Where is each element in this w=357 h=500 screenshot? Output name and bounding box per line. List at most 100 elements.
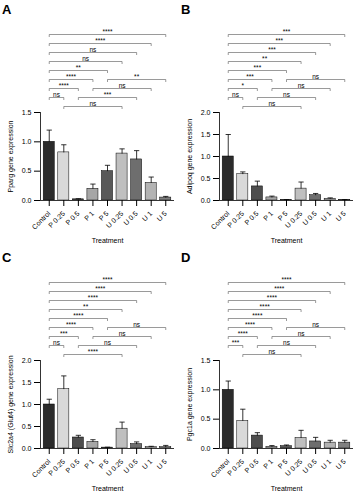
svg-text:1.0: 1.0 <box>201 386 211 393</box>
svg-text:P 0.5: P 0.5 <box>243 458 259 474</box>
svg-text:ns: ns <box>268 100 276 107</box>
svg-text:Control: Control <box>31 209 52 230</box>
svg-text:1.0: 1.0 <box>22 138 32 145</box>
svg-text:U 0.5: U 0.5 <box>301 458 318 475</box>
svg-text:****: **** <box>238 330 249 337</box>
svg-text:****: **** <box>95 37 106 44</box>
svg-text:ns: ns <box>298 82 306 89</box>
svg-text:ns: ns <box>119 82 127 89</box>
svg-text:P 0.5: P 0.5 <box>64 210 80 226</box>
svg-text:****: **** <box>281 276 292 283</box>
svg-text:U 1: U 1 <box>141 210 154 223</box>
svg-text:U 0.25: U 0.25 <box>284 210 304 230</box>
svg-text:ns: ns <box>268 348 276 355</box>
svg-text:U 1: U 1 <box>320 458 333 471</box>
svg-text:ns: ns <box>298 330 306 337</box>
svg-text:*: * <box>242 82 245 89</box>
svg-text:ns: ns <box>82 55 90 62</box>
svg-text:ns: ns <box>104 339 112 346</box>
svg-text:Control: Control <box>210 209 231 230</box>
svg-text:ns: ns <box>53 339 61 346</box>
svg-text:1.0: 1.0 <box>201 153 211 160</box>
svg-text:0.5: 0.5 <box>22 423 32 430</box>
svg-text:ns: ns <box>89 100 97 107</box>
svg-text:***: *** <box>104 91 112 98</box>
svg-text:***: *** <box>275 37 283 44</box>
svg-text:ns: ns <box>53 91 61 98</box>
svg-text:P 1: P 1 <box>262 458 274 470</box>
svg-text:***: *** <box>232 339 240 346</box>
svg-text:P 1: P 1 <box>262 210 274 222</box>
svg-text:P 1: P 1 <box>83 458 95 470</box>
svg-text:1.5: 1.5 <box>22 379 32 386</box>
svg-text:U 5: U 5 <box>334 210 347 223</box>
svg-text:ns: ns <box>312 73 320 80</box>
svg-text:Treatment: Treatment <box>92 485 124 492</box>
svg-text:**: ** <box>76 64 82 71</box>
svg-text:0.0: 0.0 <box>201 197 211 204</box>
svg-text:Adipoq gene expression: Adipoq gene expression <box>186 119 194 194</box>
svg-text:U 0.5: U 0.5 <box>122 210 139 227</box>
svg-text:0.0: 0.0 <box>22 445 32 452</box>
svg-text:P 0.25: P 0.25 <box>226 458 245 477</box>
svg-text:****: **** <box>267 294 278 301</box>
svg-text:Control: Control <box>31 457 52 478</box>
svg-text:Pgc1a gene expression: Pgc1a gene expression <box>186 368 194 441</box>
svg-text:**: ** <box>134 73 140 80</box>
svg-text:****: **** <box>59 82 70 89</box>
svg-text:Treatment: Treatment <box>271 485 303 492</box>
svg-text:P 0.25: P 0.25 <box>226 210 245 229</box>
svg-text:U 0.25: U 0.25 <box>105 458 125 478</box>
svg-text:****: **** <box>274 285 285 292</box>
svg-text:**: ** <box>262 55 268 62</box>
svg-text:****: **** <box>252 312 263 319</box>
svg-text:Control: Control <box>210 457 231 478</box>
svg-text:1.0: 1.0 <box>22 401 32 408</box>
svg-text:U 0.25: U 0.25 <box>284 458 304 478</box>
svg-text:U 0.25: U 0.25 <box>105 210 125 230</box>
svg-text:2.0: 2.0 <box>201 109 211 116</box>
svg-text:1.5: 1.5 <box>201 131 211 138</box>
svg-text:***: *** <box>283 28 291 35</box>
svg-text:****: **** <box>102 28 113 35</box>
svg-text:***: *** <box>254 64 262 71</box>
svg-text:****: **** <box>73 312 84 319</box>
svg-text:ns: ns <box>232 91 240 98</box>
svg-text:0.0: 0.0 <box>201 445 211 452</box>
svg-text:****: **** <box>66 73 77 80</box>
svg-text:**: ** <box>83 303 89 310</box>
svg-text:Slc2a4 (Glut4) gene expression: Slc2a4 (Glut4) gene expression <box>7 355 15 453</box>
svg-text:ns: ns <box>133 321 141 328</box>
svg-text:****: **** <box>66 321 77 328</box>
svg-text:P 0.25: P 0.25 <box>47 458 66 477</box>
svg-text:U 0.5: U 0.5 <box>301 210 318 227</box>
svg-text:****: **** <box>260 303 271 310</box>
svg-text:***: *** <box>246 73 254 80</box>
svg-text:2.0: 2.0 <box>22 357 32 364</box>
svg-text:****: **** <box>245 321 256 328</box>
svg-text:***: *** <box>268 46 276 53</box>
svg-text:0.5: 0.5 <box>201 415 211 422</box>
svg-text:1.5: 1.5 <box>22 109 32 116</box>
svg-text:ns: ns <box>119 330 127 337</box>
svg-text:0.0: 0.0 <box>22 197 32 204</box>
svg-text:****: **** <box>95 285 106 292</box>
svg-text:ns: ns <box>89 46 97 53</box>
svg-text:Treatment: Treatment <box>92 237 124 244</box>
svg-text:Pparg gene expression: Pparg gene expression <box>7 120 15 192</box>
svg-text:0.5: 0.5 <box>22 167 32 174</box>
svg-text:U 1: U 1 <box>320 210 333 223</box>
svg-text:1.5: 1.5 <box>201 357 211 364</box>
svg-text:Treatment: Treatment <box>271 237 303 244</box>
svg-text:U 5: U 5 <box>334 458 347 471</box>
svg-text:U 5: U 5 <box>155 210 168 223</box>
svg-text:U 0.5: U 0.5 <box>122 458 139 475</box>
svg-text:ns: ns <box>283 91 291 98</box>
svg-text:ns: ns <box>312 321 320 328</box>
svg-text:P 0.25: P 0.25 <box>47 210 66 229</box>
svg-text:***: *** <box>60 330 68 337</box>
svg-text:****: **** <box>88 348 99 355</box>
svg-text:0.5: 0.5 <box>201 175 211 182</box>
svg-text:P 0.5: P 0.5 <box>64 458 80 474</box>
svg-text:****: **** <box>102 276 113 283</box>
